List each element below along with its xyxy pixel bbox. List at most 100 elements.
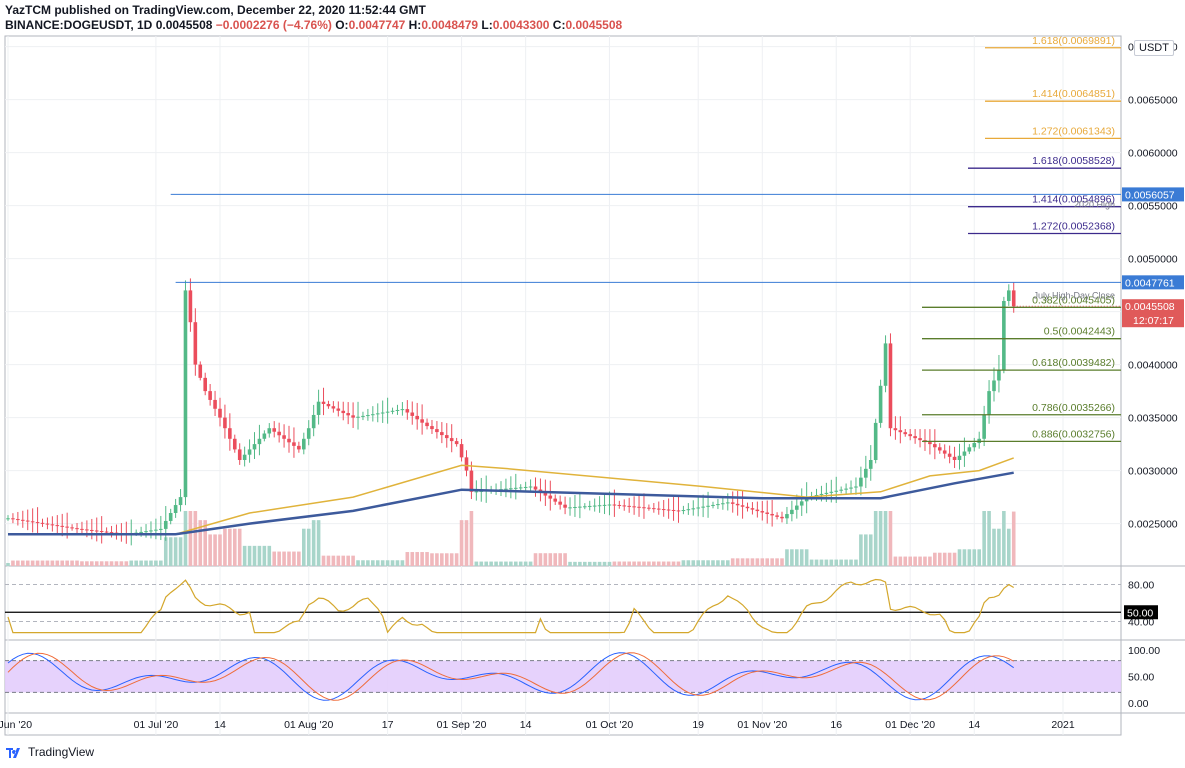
volume-bar (159, 560, 163, 566)
volume-bar (297, 551, 301, 566)
volume-bar (11, 560, 15, 566)
candle-body (558, 501, 562, 505)
candle-body (592, 505, 597, 507)
volume-bar (1011, 511, 1016, 566)
volume-bar (390, 560, 395, 566)
volume-bar (449, 553, 454, 566)
candle-body (755, 509, 760, 512)
candle-body (839, 489, 843, 491)
candle-body (109, 532, 114, 534)
candle-body (454, 441, 459, 445)
volume-bar (99, 561, 104, 566)
candle-body (533, 486, 538, 490)
volume-bar (311, 520, 316, 566)
candle-body (952, 456, 957, 460)
annotation-label: 2020 High (1074, 200, 1115, 210)
volume-bar (331, 555, 336, 566)
candle-body (430, 426, 434, 430)
candle-body (361, 415, 365, 417)
candle-body (390, 410, 395, 412)
candle-body (814, 494, 819, 497)
annotation-label: July High-Day Close (1033, 291, 1115, 301)
stoch-tick-label: 50.00 (1128, 672, 1154, 684)
candle-body (652, 508, 656, 510)
volume-bar (790, 549, 794, 566)
candle-body (637, 506, 641, 508)
volume-bar (775, 558, 779, 566)
volume-bar (701, 560, 705, 566)
volume-bar (375, 560, 380, 566)
volume-bar (60, 560, 65, 566)
candle-body (474, 491, 479, 493)
low-value: 0.0043300 (492, 18, 550, 32)
ema-fast-line (8, 457, 1014, 535)
candle-body (154, 529, 158, 531)
volume-bar (242, 545, 247, 566)
candle-body (992, 380, 996, 392)
candle-body (375, 413, 380, 415)
volume-bar (859, 534, 863, 566)
volume-bar (947, 552, 952, 566)
candle-body (1002, 301, 1006, 370)
volume-bar (40, 560, 45, 566)
volume-bar (154, 560, 158, 566)
candle-body (903, 432, 908, 435)
candle-body (681, 510, 686, 512)
candle-body (691, 508, 696, 510)
candle-body (188, 290, 193, 323)
volume-bar (883, 511, 888, 566)
currency-unit-button[interactable]: USDT (1134, 40, 1174, 56)
price-tag (1122, 275, 1184, 290)
candle-body (223, 417, 227, 429)
volume-bar (75, 560, 79, 566)
candle-body (469, 470, 474, 492)
candle-body (444, 435, 449, 439)
volume-bar (573, 561, 577, 566)
candle-body (11, 518, 15, 520)
stoch-k-line (7, 652, 1014, 701)
close-label: C: (552, 18, 566, 32)
candle-body (237, 449, 242, 460)
volume-bar (267, 545, 272, 566)
volume-bar (809, 559, 814, 566)
candle-body (395, 409, 400, 411)
volume-bar (765, 558, 770, 566)
candle-body (173, 505, 178, 513)
volume-bar (1002, 511, 1006, 566)
candle-body (272, 428, 277, 432)
volume-bar (302, 528, 306, 566)
candle-body (864, 468, 868, 478)
volume-bar (967, 549, 972, 566)
candle-body (583, 506, 587, 508)
volume-bar (760, 558, 765, 566)
volume-bar (356, 560, 360, 566)
candle-body (159, 528, 163, 530)
candle-body (937, 447, 942, 451)
candle-body (972, 443, 977, 448)
candle-body (568, 507, 572, 509)
volume-bar (257, 545, 262, 566)
candle-body (99, 531, 104, 533)
volume-bar (464, 520, 469, 566)
volume-bar (538, 553, 543, 566)
candle-body (420, 419, 424, 423)
volume-bar (504, 561, 508, 566)
volume-bar (617, 561, 622, 566)
x-tick-label: 2021 (1051, 719, 1075, 731)
volume-bar (163, 537, 168, 566)
candle-body (750, 508, 755, 510)
candle-body (780, 516, 784, 519)
candle-body (336, 408, 341, 411)
x-tick-label: 01 Dec '20 (885, 719, 935, 731)
volume-bar (597, 561, 602, 566)
volume-bar (583, 561, 587, 566)
volume-bar (109, 561, 114, 566)
volume-bar (755, 558, 760, 566)
volume-bar (292, 551, 296, 566)
x-tick-label: 01 Oct '20 (586, 719, 634, 731)
x-tick-label: 01 Jul '20 (134, 719, 179, 731)
candle-body (721, 503, 725, 505)
candle-body (55, 525, 60, 527)
fib-level-label: 1.414(0.0064851) (1032, 88, 1115, 100)
